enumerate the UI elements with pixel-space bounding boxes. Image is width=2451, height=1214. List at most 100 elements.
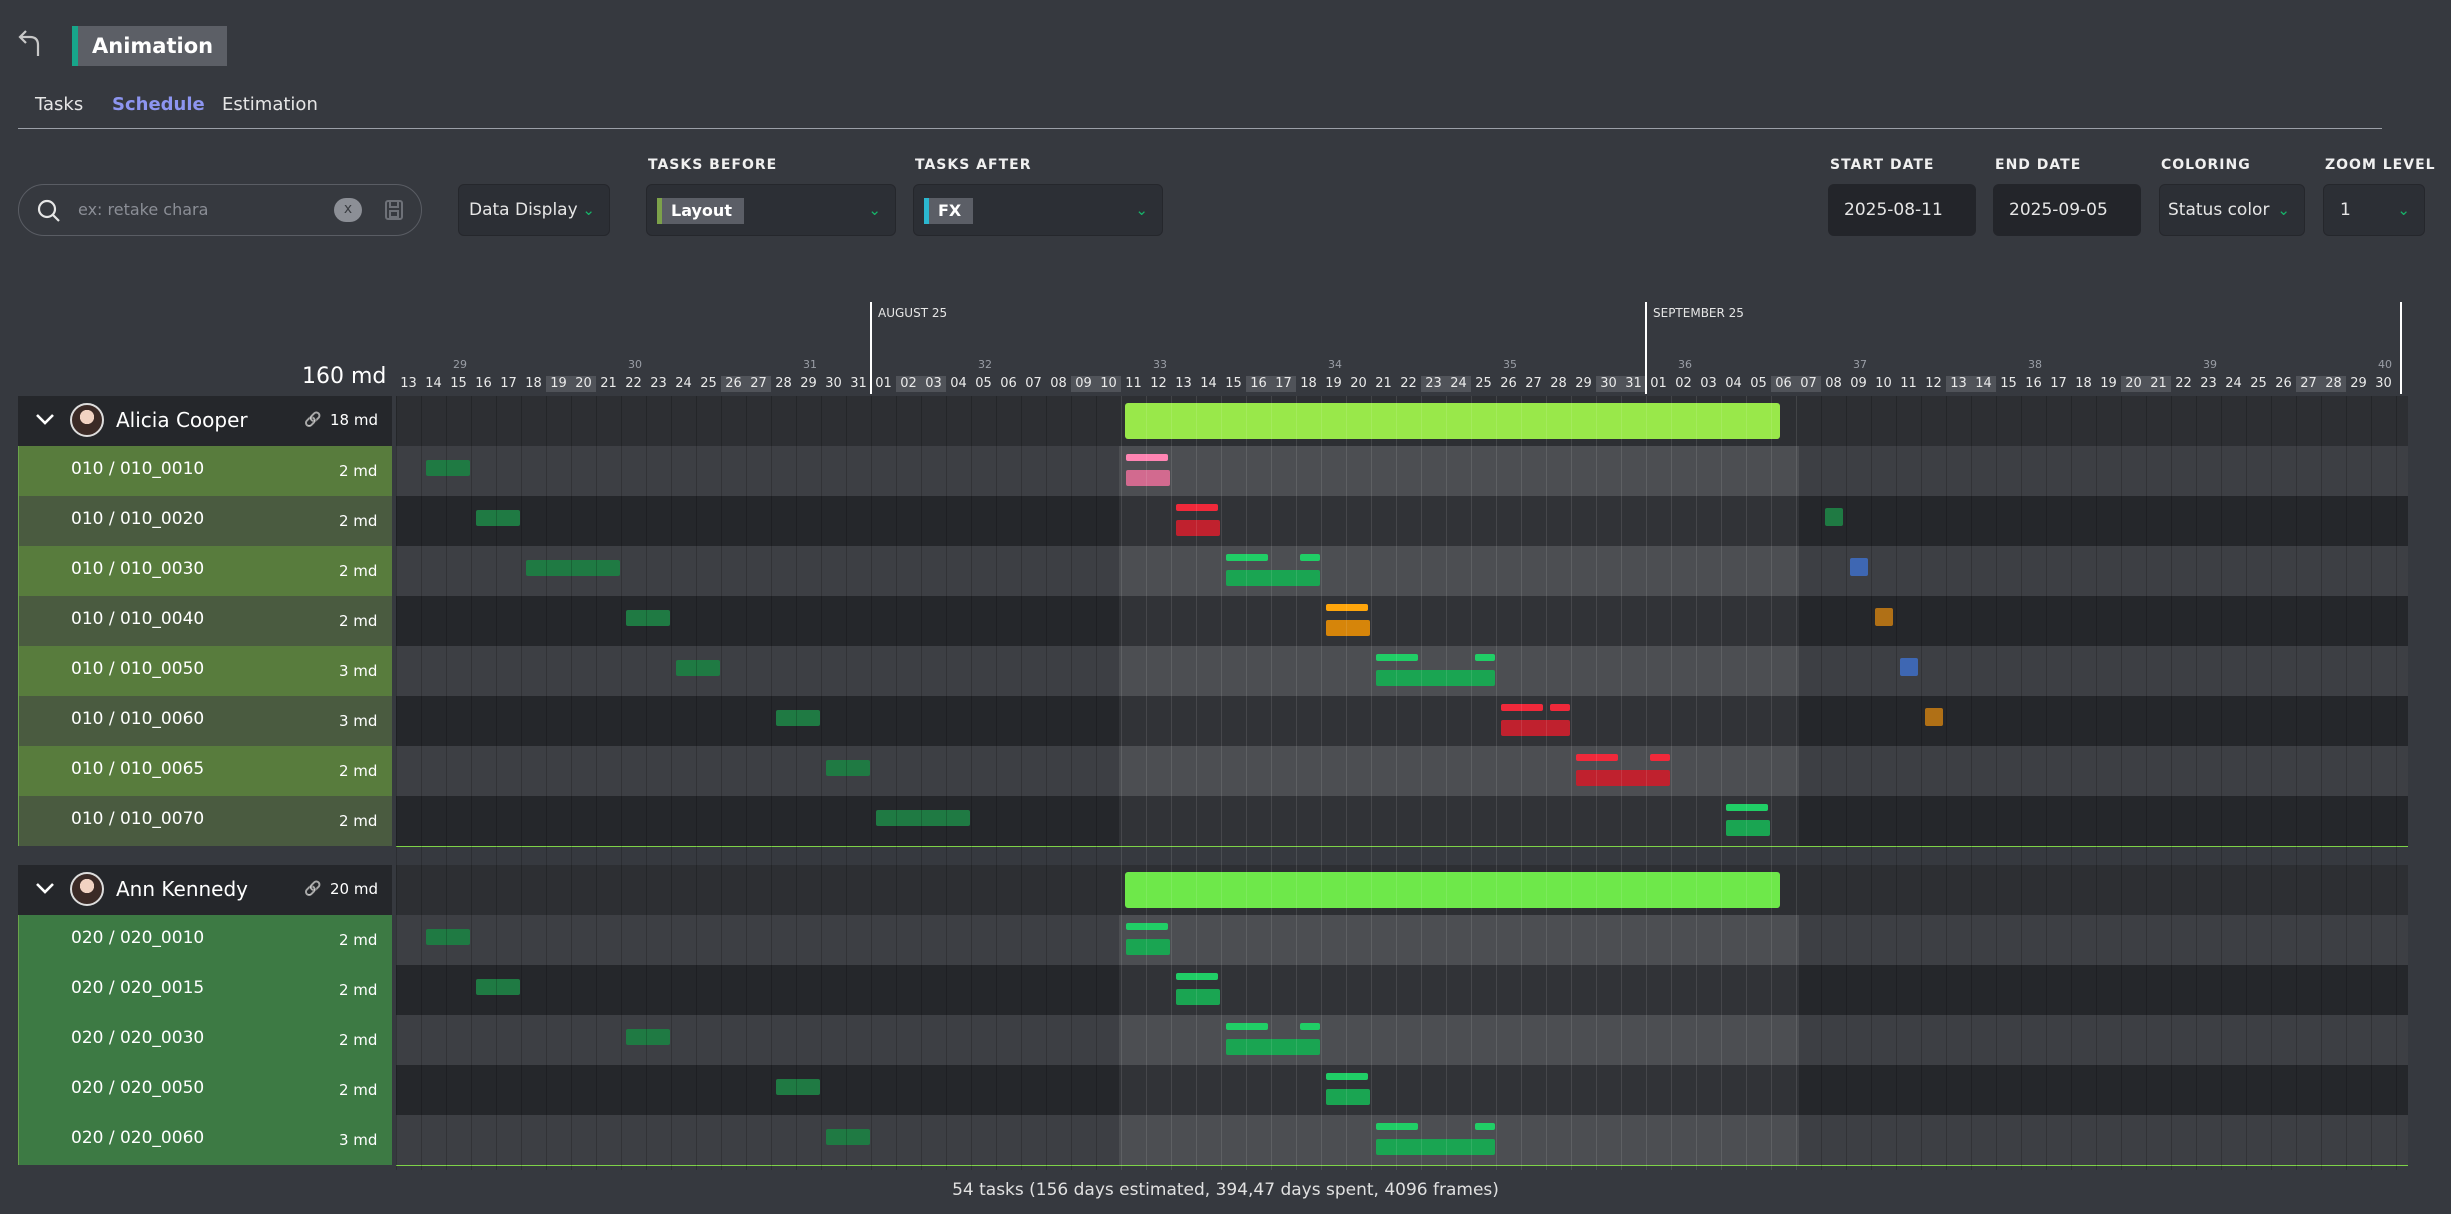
grid-line: [1496, 396, 1497, 1170]
previous-task-bar[interactable]: [626, 610, 670, 626]
grid-line: [2146, 396, 2147, 1170]
page-title: Animation: [72, 26, 228, 66]
task-bar[interactable]: [1226, 570, 1320, 586]
task-bar[interactable]: [1326, 620, 1370, 636]
day-label: 10: [1875, 376, 1892, 391]
data-display-select[interactable]: Data Display ⌄: [458, 184, 610, 236]
task-estimate-marker: [1326, 1073, 1368, 1080]
tasks-after-color-swatch: [924, 198, 929, 224]
previous-task-bar[interactable]: [426, 929, 470, 945]
start-date-field[interactable]: 2025-08-11: [1828, 184, 1976, 236]
zoom-level-select[interactable]: 1 ⌄: [2323, 184, 2425, 236]
previous-task-bar[interactable]: [526, 560, 620, 576]
task-bar[interactable]: [1726, 820, 1770, 836]
collapse-chevron-icon[interactable]: [34, 877, 56, 899]
task-bar[interactable]: [1326, 1089, 1370, 1105]
grid-line: [1671, 396, 1672, 1170]
previous-task-bar[interactable]: [776, 710, 820, 726]
grid-line: [921, 396, 922, 1170]
clear-search-button[interactable]: x: [334, 198, 362, 222]
shot-name[interactable]: 010 / 010_0030: [71, 559, 205, 579]
task-bar[interactable]: [1176, 520, 1220, 536]
day-label: 13: [1946, 376, 1971, 392]
previous-task-bar[interactable]: [426, 460, 470, 476]
tasks-after-select[interactable]: FX ⌄: [913, 184, 1163, 236]
week-number: 40: [2378, 358, 2392, 371]
shot-row-label[interactable]: [18, 546, 392, 596]
shot-name[interactable]: 020 / 020_0050: [71, 1078, 205, 1098]
shot-row-label[interactable]: [18, 646, 392, 696]
previous-task-bar[interactable]: [826, 1129, 870, 1145]
grid-line: [1121, 396, 1122, 1170]
shot-row-label[interactable]: [18, 446, 392, 496]
task-bar[interactable]: [1376, 1139, 1495, 1155]
tasks-before-select[interactable]: Layout ⌄: [646, 184, 896, 236]
save-search-icon[interactable]: [384, 199, 404, 225]
shot-row-label[interactable]: [18, 496, 392, 546]
task-bar[interactable]: [1501, 720, 1570, 736]
previous-task-bar[interactable]: [626, 1029, 670, 1045]
shot-row-label[interactable]: [18, 596, 392, 646]
shot-name[interactable]: 010 / 010_0065: [71, 759, 205, 779]
grid-line: [1346, 396, 1347, 1170]
day-label: 17: [1271, 376, 1296, 392]
previous-task-bar[interactable]: [476, 979, 520, 995]
task-bar[interactable]: [1126, 939, 1170, 955]
next-task-bar[interactable]: [1850, 558, 1868, 576]
shot-name[interactable]: 010 / 010_0020: [71, 509, 205, 529]
shot-row-label[interactable]: [18, 1065, 392, 1115]
grid-line: [771, 396, 772, 1170]
shot-row-label[interactable]: [18, 696, 392, 746]
end-date-field[interactable]: 2025-09-05: [1993, 184, 2141, 236]
shot-row-label[interactable]: [18, 746, 392, 796]
grid-line: [1246, 396, 1247, 1170]
day-label: 31: [1621, 376, 1646, 392]
task-bar[interactable]: [1576, 770, 1670, 786]
shot-name[interactable]: 010 / 010_0040: [71, 609, 205, 629]
avatar: [70, 872, 104, 906]
shot-row-label[interactable]: [18, 965, 392, 1015]
coloring-select[interactable]: Status color ⌄: [2159, 184, 2305, 236]
tab-estimation[interactable]: Estimation: [222, 94, 318, 115]
chevron-down-icon: ⌄: [868, 201, 881, 219]
shot-name[interactable]: 010 / 010_0070: [71, 809, 205, 829]
zoom-level-value: 1: [2340, 200, 2351, 220]
task-bar[interactable]: [1176, 989, 1220, 1005]
previous-task-bar[interactable]: [776, 1079, 820, 1095]
back-arrow-icon[interactable]: [18, 28, 48, 68]
next-task-bar[interactable]: [1900, 658, 1918, 676]
previous-task-bar[interactable]: [476, 510, 520, 526]
search-placeholder[interactable]: ex: retake chara: [78, 200, 209, 219]
task-estimate-marker: [1126, 454, 1168, 461]
shot-row-label[interactable]: [18, 1015, 392, 1065]
task-summary-footer: 54 tasks (156 days estimated, 394,47 day…: [952, 1180, 1499, 1200]
previous-task-bar[interactable]: [676, 660, 720, 676]
shot-name[interactable]: 010 / 010_0060: [71, 709, 205, 729]
task-bar[interactable]: [1226, 1039, 1320, 1055]
grid-line: [1696, 396, 1697, 1170]
shot-name[interactable]: 020 / 020_0060: [71, 1128, 205, 1148]
previous-task-bar[interactable]: [826, 760, 870, 776]
shot-name[interactable]: 010 / 010_0050: [71, 659, 205, 679]
shot-row-label[interactable]: [18, 796, 392, 846]
day-label: 15: [450, 376, 467, 391]
shot-name[interactable]: 020 / 020_0030: [71, 1028, 205, 1048]
tab-tasks[interactable]: Tasks: [35, 94, 84, 115]
link-icon: 🔗: [304, 881, 322, 897]
shot-row-label[interactable]: [18, 915, 392, 965]
search-input[interactable]: [18, 184, 422, 236]
next-task-bar[interactable]: [1925, 708, 1943, 726]
shot-row-label[interactable]: [18, 1115, 392, 1165]
next-task-bar[interactable]: [1875, 608, 1893, 626]
previous-task-bar[interactable]: [876, 810, 970, 826]
task-bar[interactable]: [1376, 670, 1495, 686]
next-task-bar[interactable]: [1825, 508, 1843, 526]
shot-name[interactable]: 020 / 020_0010: [71, 928, 205, 948]
shot-name[interactable]: 020 / 020_0015: [71, 978, 205, 998]
shot-name[interactable]: 010 / 010_0010: [71, 459, 205, 479]
task-bar[interactable]: [1126, 470, 1170, 486]
day-label: 17: [500, 376, 517, 391]
tab-schedule[interactable]: Schedule: [112, 94, 205, 115]
grid-line: [1746, 396, 1747, 1170]
collapse-chevron-icon[interactable]: [34, 408, 56, 430]
